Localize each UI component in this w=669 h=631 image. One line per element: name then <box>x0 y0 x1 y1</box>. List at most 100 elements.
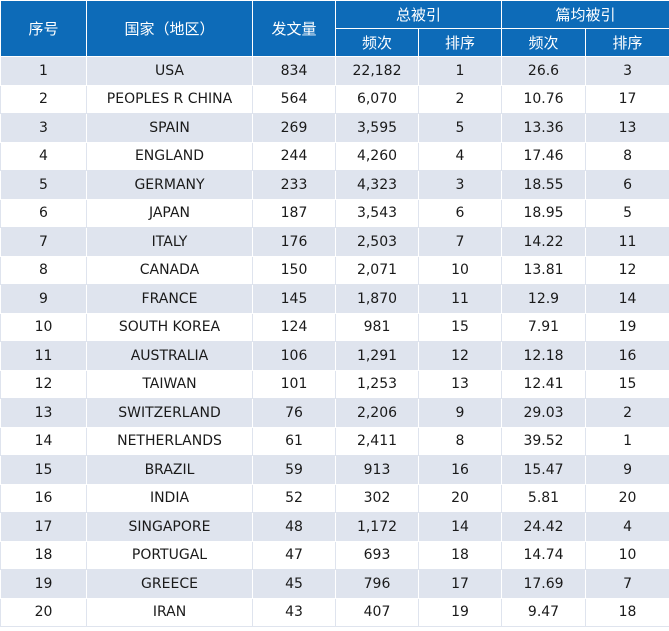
cell-total-citations: 4,323 <box>335 170 419 200</box>
cell-country: IRAN <box>86 597 253 627</box>
cell-avg-citations: 17.46 <box>501 141 587 171</box>
header-total-citations: 总被引 <box>334 0 503 29</box>
table-row: 1 USA 834 22,182 1 26.6 3 <box>0 56 669 86</box>
cell-total-citations: 1,172 <box>335 512 419 542</box>
cell-country: PORTUGAL <box>86 540 253 570</box>
cell-total-citations: 2,206 <box>335 398 419 428</box>
cell-total-citations-rank: 1 <box>417 56 503 86</box>
cell-country: SPAIN <box>86 113 253 143</box>
cell-avg-citations: 14.22 <box>501 227 587 257</box>
cell-papers: 43 <box>252 597 336 627</box>
cell-total-citations: 913 <box>335 455 419 485</box>
cell-avg-citations-rank: 19 <box>585 312 669 342</box>
cell-country: BRAZIL <box>86 455 253 485</box>
cell-papers: 269 <box>252 113 336 143</box>
cell-rank: 13 <box>0 398 87 428</box>
cell-avg-citations: 29.03 <box>501 398 587 428</box>
cell-total-citations: 2,411 <box>335 426 419 456</box>
table-body: 1 USA 834 22,182 1 26.6 3 2 PEOPLES R CHINA 564 6,… <box>0 56 669 627</box>
cell-country: AUSTRALIA <box>86 341 253 371</box>
cell-avg-citations-rank: 17 <box>585 84 669 114</box>
cell-total-citations: 3,595 <box>335 113 419 143</box>
cell-papers: 106 <box>252 341 336 371</box>
cell-avg-citations-rank: 18 <box>585 597 669 627</box>
cell-rank: 19 <box>0 569 87 599</box>
cell-rank: 1 <box>0 56 87 86</box>
cell-rank: 11 <box>0 341 87 371</box>
table-row: 19 GREECE 45 796 17 17.69 7 <box>0 569 669 599</box>
cell-rank: 16 <box>0 483 87 513</box>
cell-total-citations-rank: 10 <box>417 255 503 285</box>
cell-total-citations-rank: 11 <box>417 284 503 314</box>
cell-total-citations: 407 <box>335 597 419 627</box>
cell-avg-citations: 15.47 <box>501 455 587 485</box>
cell-total-citations: 1,870 <box>335 284 419 314</box>
cell-rank: 15 <box>0 455 87 485</box>
header-total-rank: 排序 <box>417 28 503 57</box>
cell-country: CANADA <box>86 255 253 285</box>
table-header: 序号 国家（地区） 发文量 总被引 篇均被引 频次 排序 频次 排序 <box>0 0 669 57</box>
cell-total-citations-rank: 7 <box>417 227 503 257</box>
cell-country: GERMANY <box>86 170 253 200</box>
cell-rank: 8 <box>0 255 87 285</box>
cell-avg-citations: 18.55 <box>501 170 587 200</box>
cell-total-citations-rank: 18 <box>417 540 503 570</box>
cell-total-citations: 2,071 <box>335 255 419 285</box>
table-row: 16 INDIA 52 302 20 5.81 20 <box>0 483 669 513</box>
cell-papers: 52 <box>252 483 336 513</box>
table-row: 10 SOUTH KOREA 124 981 15 7.91 19 <box>0 312 669 342</box>
cell-country: SWITZERLAND <box>86 398 253 428</box>
cell-papers: 187 <box>252 198 336 228</box>
cell-total-citations-rank: 16 <box>417 455 503 485</box>
cell-avg-citations-rank: 20 <box>585 483 669 513</box>
cell-avg-citations: 13.81 <box>501 255 587 285</box>
cell-avg-citations-rank: 1 <box>585 426 669 456</box>
cell-country: SINGAPORE <box>86 512 253 542</box>
cell-total-citations-rank: 15 <box>417 312 503 342</box>
cell-rank: 4 <box>0 141 87 171</box>
cell-country: ENGLAND <box>86 141 253 171</box>
cell-papers: 124 <box>252 312 336 342</box>
cell-total-citations: 981 <box>335 312 419 342</box>
cell-avg-citations-rank: 5 <box>585 198 669 228</box>
table-row: 12 TAIWAN 101 1,253 13 12.41 15 <box>0 369 669 399</box>
cell-total-citations-rank: 20 <box>417 483 503 513</box>
cell-avg-citations: 24.42 <box>501 512 587 542</box>
cell-total-citations-rank: 6 <box>417 198 503 228</box>
cell-papers: 564 <box>252 84 336 114</box>
cell-papers: 59 <box>252 455 336 485</box>
cell-total-citations-rank: 5 <box>417 113 503 143</box>
cell-country: FRANCE <box>86 284 253 314</box>
table-row: 2 PEOPLES R CHINA 564 6,070 2 10.76 17 <box>0 84 669 114</box>
table-row: 6 JAPAN 187 3,543 6 18.95 5 <box>0 198 669 228</box>
cell-country: JAPAN <box>86 198 253 228</box>
cell-avg-citations-rank: 3 <box>585 56 669 86</box>
table-row: 13 SWITZERLAND 76 2,206 9 29.03 2 <box>0 398 669 428</box>
cell-total-citations-rank: 13 <box>417 369 503 399</box>
cell-avg-citations: 7.91 <box>501 312 587 342</box>
cell-rank: 7 <box>0 227 87 257</box>
cell-rank: 5 <box>0 170 87 200</box>
cell-avg-citations: 10.76 <box>501 84 587 114</box>
cell-total-citations-rank: 3 <box>417 170 503 200</box>
table-row: 18 PORTUGAL 47 693 18 14.74 10 <box>0 540 669 570</box>
cell-rank: 17 <box>0 512 87 542</box>
cell-total-citations: 796 <box>335 569 419 599</box>
cell-rank: 18 <box>0 540 87 570</box>
cell-rank: 12 <box>0 369 87 399</box>
cell-avg-citations-rank: 14 <box>585 284 669 314</box>
cell-total-citations: 1,253 <box>335 369 419 399</box>
table-row: 11 AUSTRALIA 106 1,291 12 12.18 16 <box>0 341 669 371</box>
cell-avg-citations-rank: 6 <box>585 170 669 200</box>
cell-avg-citations: 17.69 <box>501 569 587 599</box>
cell-country: ITALY <box>86 227 253 257</box>
table-row: 4 ENGLAND 244 4,260 4 17.46 8 <box>0 141 669 171</box>
cell-total-citations: 693 <box>335 540 419 570</box>
cell-papers: 47 <box>252 540 336 570</box>
cell-papers: 145 <box>252 284 336 314</box>
header-papers: 发文量 <box>252 0 336 57</box>
cell-total-citations: 4,260 <box>335 141 419 171</box>
cell-papers: 244 <box>252 141 336 171</box>
cell-total-citations: 22,182 <box>335 56 419 86</box>
